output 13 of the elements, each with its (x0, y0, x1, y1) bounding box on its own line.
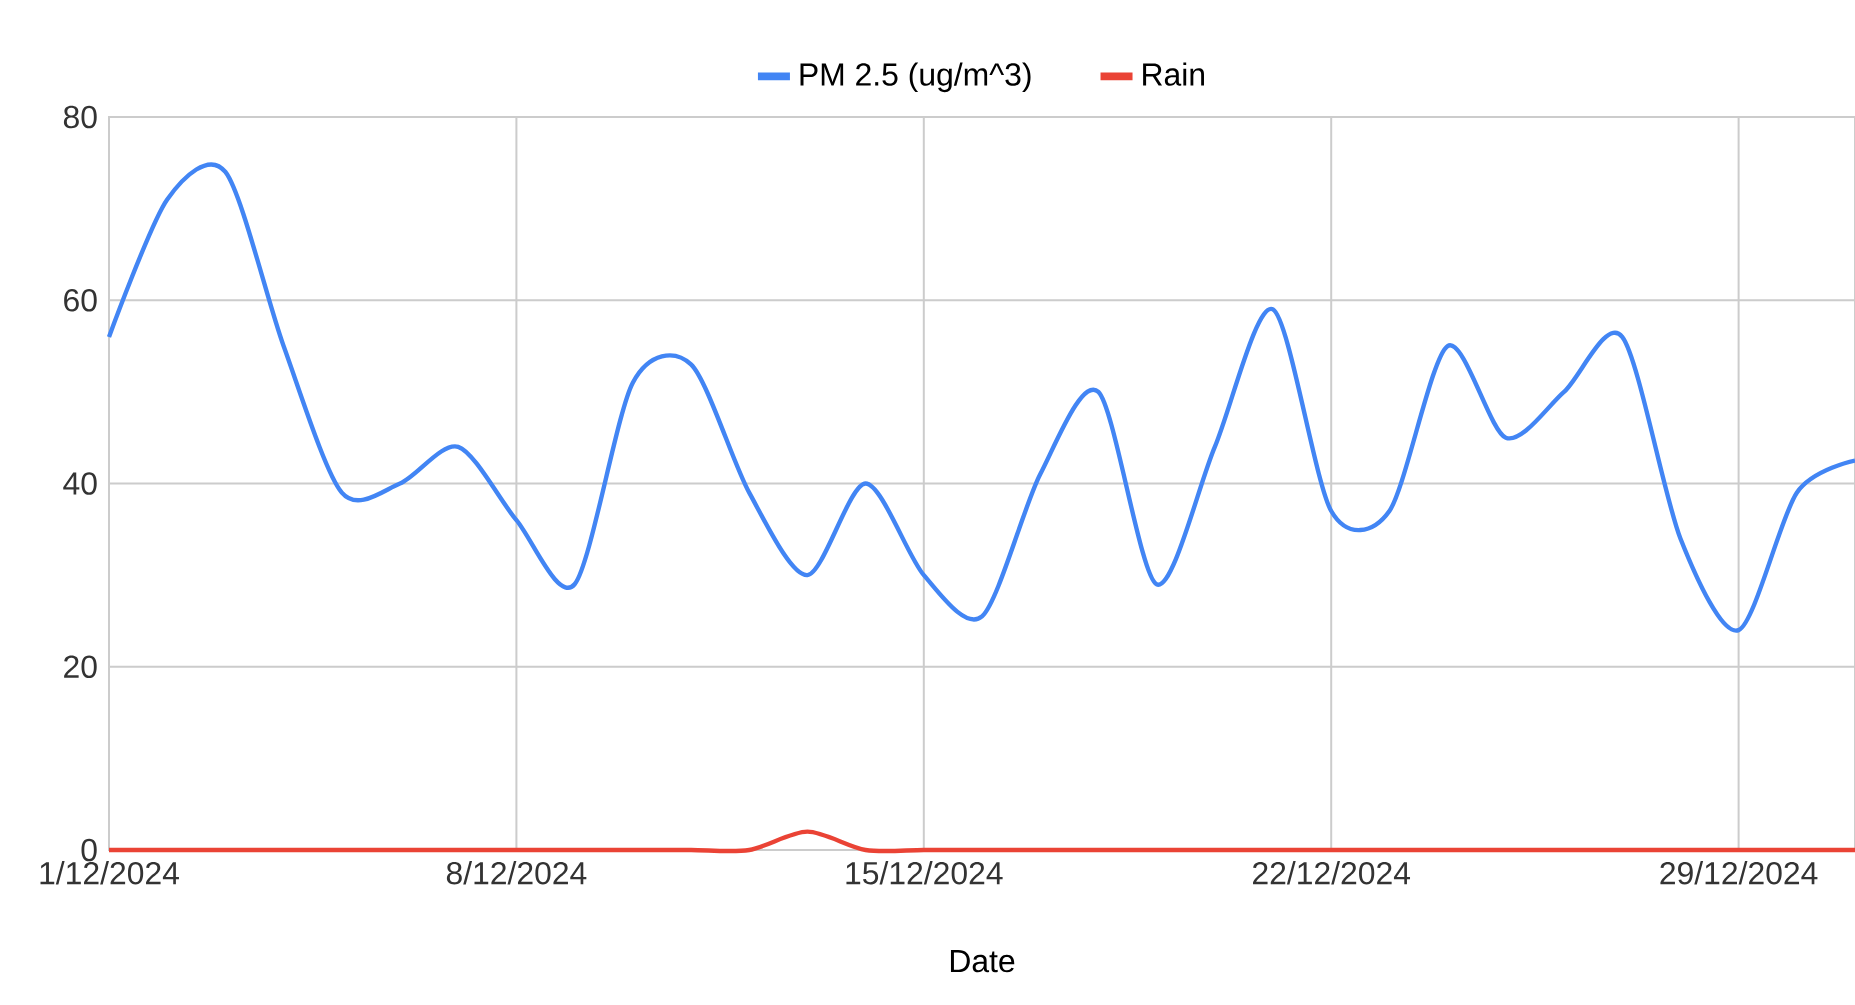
x-tick-label: 22/12/2024 (1253, 861, 1411, 885)
x-tick-label: 8/12/2024 (446, 861, 587, 885)
x-axis-title: Date (950, 950, 1015, 973)
legend-label: PM 2.5 (ug/m^3) (800, 62, 1031, 93)
x-tick-label: 15/12/2024 (846, 861, 1003, 885)
y-tick-label: 0 (81, 838, 97, 862)
legend-label: Rain (1143, 62, 1204, 86)
y-tick-label: 60 (64, 288, 97, 312)
x-tick-label: 1/12/2024 (40, 861, 179, 885)
y-tick-label: 40 (63, 472, 97, 495)
y-tick-label: 20 (64, 655, 97, 679)
x-tick-label: 29/12/2024 (1660, 861, 1818, 885)
y-tick-label: 80 (63, 105, 97, 129)
